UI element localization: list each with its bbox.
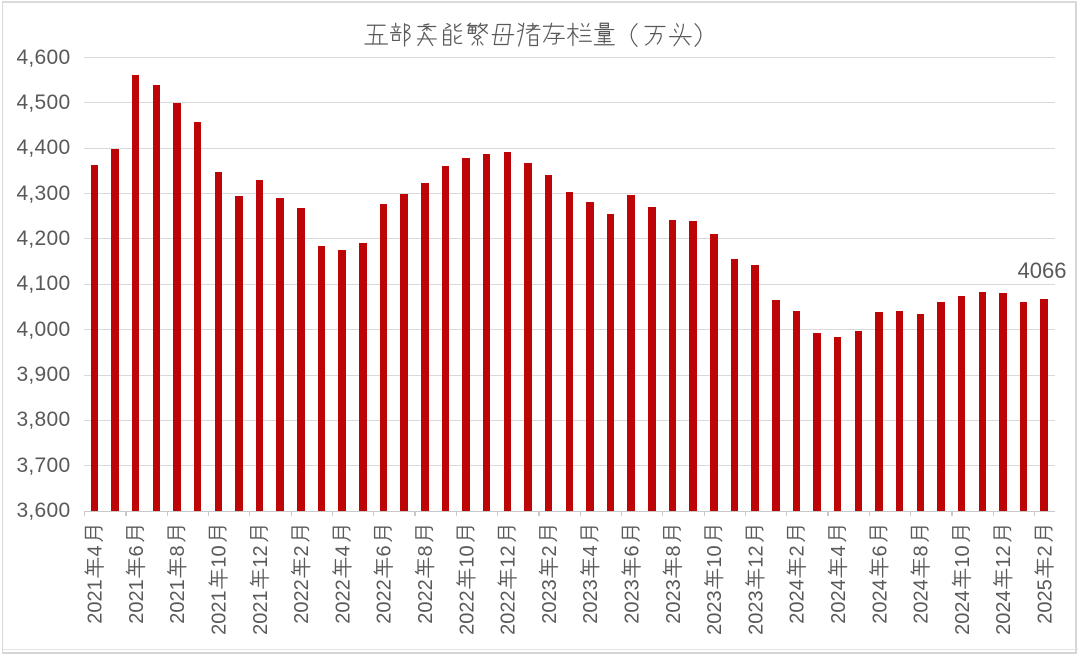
svg-text:8: 8 [415,545,437,556]
svg-text:10: 10 [704,545,726,567]
svg-text:8: 8 [663,545,685,556]
svg-text:6: 6 [869,545,891,556]
svg-text:2021: 2021 [209,590,231,635]
svg-text:2: 2 [291,545,313,556]
svg-text:2021: 2021 [250,590,272,635]
svg-text:12: 12 [498,545,520,567]
svg-text:4: 4 [85,545,107,556]
svg-text:2022: 2022 [332,579,354,624]
svg-text:8: 8 [911,545,933,556]
svg-text:2023: 2023 [745,590,767,635]
svg-text:2024: 2024 [869,579,891,624]
svg-text:12: 12 [250,545,272,567]
svg-text:2022: 2022 [498,590,520,635]
svg-text:8: 8 [167,545,189,556]
svg-text:2024: 2024 [787,579,809,624]
svg-text:2024: 2024 [911,579,933,624]
svg-text:12: 12 [993,545,1015,567]
svg-text:10: 10 [952,545,974,567]
svg-text:12: 12 [745,545,767,567]
svg-text:2023: 2023 [539,579,561,624]
svg-text:2024: 2024 [993,590,1015,635]
svg-text:4: 4 [828,545,850,556]
svg-text:2: 2 [1034,545,1056,556]
svg-text:6: 6 [622,545,644,556]
svg-text:2024: 2024 [952,590,974,635]
svg-text:2021: 2021 [85,579,107,624]
svg-text:2023: 2023 [663,579,685,624]
svg-text:2024: 2024 [828,579,850,624]
svg-text:6: 6 [126,545,148,556]
svg-text:2022: 2022 [291,579,313,624]
svg-text:2022: 2022 [415,579,437,624]
svg-text:10: 10 [209,545,231,567]
svg-text:2023: 2023 [580,579,602,624]
svg-text:2: 2 [787,545,809,556]
svg-text:4: 4 [580,545,602,556]
svg-text:2023: 2023 [704,590,726,635]
svg-text:10: 10 [456,545,478,567]
svg-text:2021: 2021 [167,579,189,624]
svg-text:2023: 2023 [622,579,644,624]
svg-text:2022: 2022 [456,590,478,635]
svg-text:6: 6 [374,545,396,556]
svg-text:2021: 2021 [126,579,148,624]
svg-text:4: 4 [332,545,354,556]
svg-text:2: 2 [539,545,561,556]
svg-text:2025: 2025 [1034,579,1056,624]
svg-text:2022: 2022 [374,579,396,624]
